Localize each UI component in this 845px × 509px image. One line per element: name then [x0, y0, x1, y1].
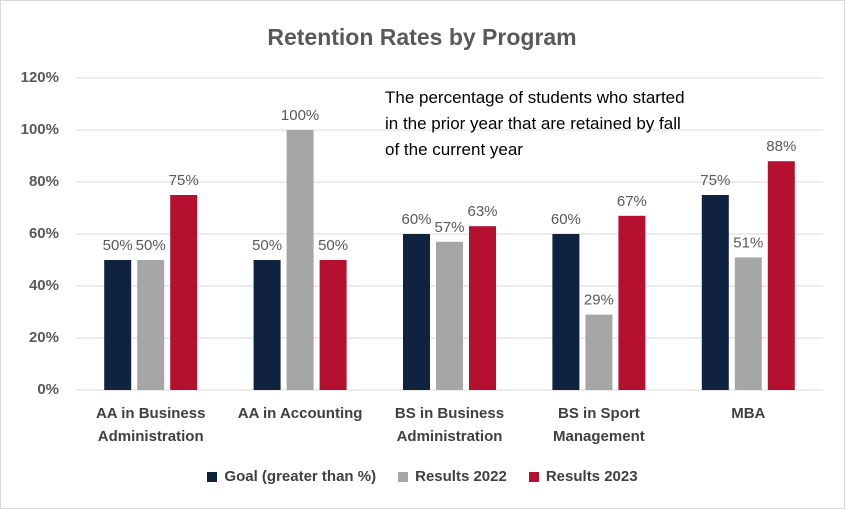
x-tick-label: AA in Accounting — [237, 405, 363, 422]
x-tick-label: BS in Business Administration — [394, 405, 505, 445]
legend-label: Results 2023 — [545, 468, 638, 485]
x-tick-label: AA in Business Administration — [95, 405, 206, 445]
value-label: 100% — [281, 107, 319, 124]
value-label: 50% — [136, 237, 166, 254]
bar — [734, 257, 762, 390]
y-tick-label: 80% — [29, 173, 59, 190]
y-tick-label: 40% — [29, 277, 59, 294]
y-tick-label: 100% — [21, 121, 59, 138]
bar — [253, 260, 281, 390]
bar — [170, 195, 198, 390]
value-label: 63% — [467, 203, 497, 220]
bar — [618, 215, 646, 390]
x-tick-label: BS in Sport Management — [553, 405, 645, 445]
value-label: 29% — [584, 292, 614, 309]
value-label: 60% — [551, 211, 581, 228]
legend-label: Goal (greater than %) — [224, 468, 377, 485]
value-label: 75% — [700, 172, 730, 189]
legend-swatch — [528, 471, 539, 482]
bar — [469, 226, 496, 390]
legend-label: Results 2022 — [415, 468, 507, 485]
legend-swatch — [398, 471, 409, 482]
legend-item: Results 2023 — [528, 468, 638, 485]
chart-title: Retention Rates by Program — [267, 24, 576, 50]
value-label: 51% — [733, 234, 763, 251]
x-tick-label: MBA — [731, 405, 766, 422]
y-tick-label: 0% — [37, 381, 59, 398]
value-label: 50% — [318, 237, 348, 254]
legend: Goal (greater than %) Results 2022 Results… — [1, 468, 844, 485]
value-label: 60% — [401, 211, 431, 228]
annotation: The percentage of students who started i… — [385, 88, 685, 159]
value-label: 75% — [169, 172, 199, 189]
bar — [286, 130, 314, 390]
y-tick-label: 120% — [21, 69, 59, 86]
value-label: 88% — [766, 138, 796, 155]
value-label: 50% — [252, 237, 282, 254]
legend-swatch — [207, 471, 218, 482]
bar — [585, 314, 613, 390]
bar — [436, 241, 463, 390]
bar — [552, 234, 580, 390]
legend-item: Results 2022 — [398, 468, 507, 485]
y-tick-label: 60% — [29, 225, 59, 242]
bar — [104, 260, 132, 390]
value-label: 57% — [434, 219, 464, 236]
value-label: 50% — [103, 237, 133, 254]
bar — [767, 161, 795, 390]
bar — [137, 260, 165, 390]
value-label: 67% — [617, 193, 647, 210]
y-tick-label: 20% — [29, 329, 59, 346]
bar — [403, 234, 430, 390]
legend-item: Goal (greater than %) — [207, 468, 376, 485]
bar — [701, 195, 729, 390]
bar — [319, 260, 347, 390]
